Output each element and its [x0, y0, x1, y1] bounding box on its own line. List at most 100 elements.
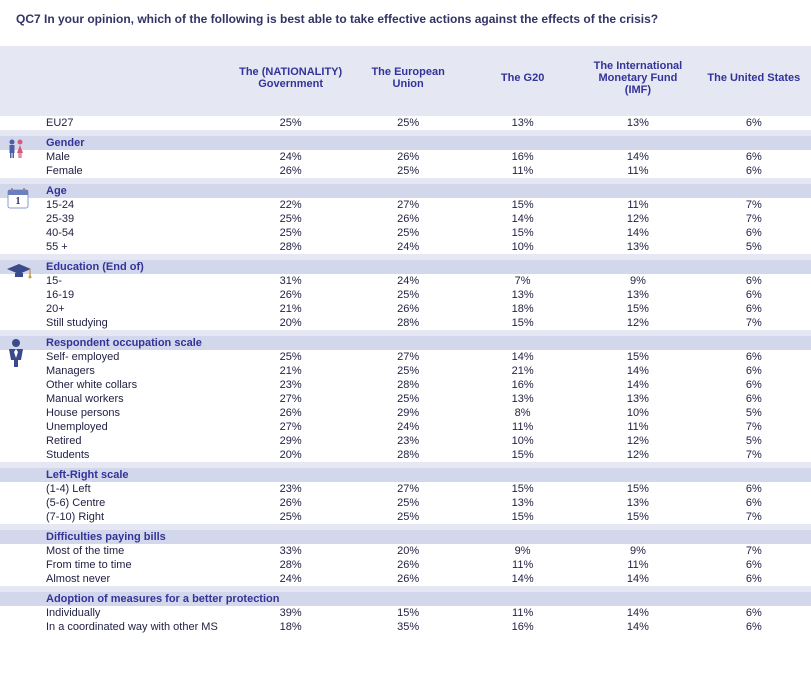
row-label: Other white collars: [0, 378, 231, 392]
col-header-2: The G20: [466, 46, 579, 110]
cell-value: 11%: [466, 164, 579, 178]
table-row: Unemployed27%24%11%11%7%: [0, 420, 811, 434]
cell-value: 20%: [231, 316, 350, 330]
cell-value: 14%: [466, 572, 579, 586]
cell-value: 25%: [231, 510, 350, 524]
row-label: (1-4) Left: [0, 482, 231, 496]
cell-value: 15%: [579, 482, 697, 496]
row-label: EU27: [0, 116, 231, 130]
cell-value: 6%: [697, 378, 811, 392]
cell-value: 6%: [697, 606, 811, 620]
table-row: Almost never24%26%14%14%6%: [0, 572, 811, 586]
cell-value: 26%: [350, 212, 466, 226]
cell-value: 26%: [350, 302, 466, 316]
row-label: Almost never: [0, 572, 231, 586]
section-label: Respondent occupation scale: [0, 336, 811, 350]
row-label: 55 +: [0, 240, 231, 254]
table-row: Managers21%25%21%14%6%: [0, 364, 811, 378]
cell-value: 26%: [350, 558, 466, 572]
row-label: Self- employed: [0, 350, 231, 364]
cell-value: 11%: [466, 420, 579, 434]
row-label: 15-: [0, 274, 231, 288]
cell-value: 6%: [697, 558, 811, 572]
cell-value: 23%: [350, 434, 466, 448]
table-row: 15-31%24%7%9%6%: [0, 274, 811, 288]
cell-value: 24%: [231, 572, 350, 586]
cell-value: 13%: [579, 116, 697, 130]
person-icon: [6, 338, 26, 371]
table-row: Male24%26%16%14%6%: [0, 150, 811, 164]
cell-value: 6%: [697, 226, 811, 240]
cell-value: 6%: [697, 274, 811, 288]
cell-value: 23%: [231, 482, 350, 496]
cell-value: 11%: [579, 420, 697, 434]
row-label: From time to time: [0, 558, 231, 572]
row-label: 40-54: [0, 226, 231, 240]
cell-value: 28%: [350, 378, 466, 392]
cell-value: 35%: [350, 620, 466, 634]
cell-value: 15%: [466, 226, 579, 240]
cell-value: 14%: [579, 572, 697, 586]
cell-value: 15%: [579, 350, 697, 364]
cell-value: 28%: [350, 316, 466, 330]
cell-value: 12%: [579, 434, 697, 448]
cell-value: 12%: [579, 212, 697, 226]
cell-value: 29%: [231, 434, 350, 448]
row-label: (5-6) Centre: [0, 496, 231, 510]
row-label: In a coordinated way with other MS: [0, 620, 231, 634]
cell-value: 6%: [697, 350, 811, 364]
cell-value: 28%: [231, 240, 350, 254]
cell-value: 9%: [579, 544, 697, 558]
cell-value: 25%: [350, 164, 466, 178]
cell-value: 7%: [697, 316, 811, 330]
cell-value: 27%: [231, 392, 350, 406]
cell-value: 10%: [579, 406, 697, 420]
calendar-icon: 1: [6, 186, 30, 213]
cell-value: 16%: [466, 378, 579, 392]
cell-value: 26%: [231, 288, 350, 302]
table-row: Manual workers27%25%13%13%6%: [0, 392, 811, 406]
section-header: Education (End of): [0, 260, 811, 274]
row-label: Male: [0, 150, 231, 164]
cell-value: 18%: [231, 620, 350, 634]
row-label: 15-24: [0, 198, 231, 212]
cell-value: 25%: [231, 226, 350, 240]
cell-value: 15%: [350, 606, 466, 620]
row-label: Students: [0, 448, 231, 462]
cell-value: 39%: [231, 606, 350, 620]
table-row: (7-10) Right25%25%15%15%7%: [0, 510, 811, 524]
row-label: Female: [0, 164, 231, 178]
cell-value: 6%: [697, 392, 811, 406]
section-label: Left-Right scale: [0, 468, 811, 482]
section-header: Gender: [0, 136, 811, 150]
cell-value: 25%: [350, 496, 466, 510]
cell-value: 14%: [579, 150, 697, 164]
cell-value: 14%: [579, 378, 697, 392]
cell-value: 27%: [350, 482, 466, 496]
cell-value: 9%: [466, 544, 579, 558]
header-row: The (NATIONALITY) Government The Europea…: [0, 46, 811, 110]
cell-value: 24%: [350, 420, 466, 434]
section-header: Age1: [0, 184, 811, 198]
table-row: Still studying20%28%15%12%7%: [0, 316, 811, 330]
cell-value: 25%: [350, 116, 466, 130]
cell-value: 21%: [231, 302, 350, 316]
col-header-3: The International Monetary Fund (IMF): [579, 46, 697, 110]
cell-value: 26%: [231, 164, 350, 178]
cell-value: 25%: [350, 288, 466, 302]
cell-value: 6%: [697, 302, 811, 316]
cell-value: 14%: [579, 364, 697, 378]
cell-value: 12%: [579, 448, 697, 462]
cell-value: 28%: [231, 558, 350, 572]
table-row: Other white collars23%28%16%14%6%: [0, 378, 811, 392]
cell-value: 6%: [697, 364, 811, 378]
table-row: (5-6) Centre26%25%13%13%6%: [0, 496, 811, 510]
cell-value: 7%: [697, 420, 811, 434]
cell-value: 22%: [231, 198, 350, 212]
section-header: Respondent occupation scale: [0, 336, 811, 350]
table-row: From time to time28%26%11%11%6%: [0, 558, 811, 572]
col-header-4: The United States: [697, 46, 811, 110]
section-label: Age1: [0, 184, 811, 198]
table-row: In a coordinated way with other MS18%35%…: [0, 620, 811, 634]
table-row: Individually39%15%11%14%6%: [0, 606, 811, 620]
